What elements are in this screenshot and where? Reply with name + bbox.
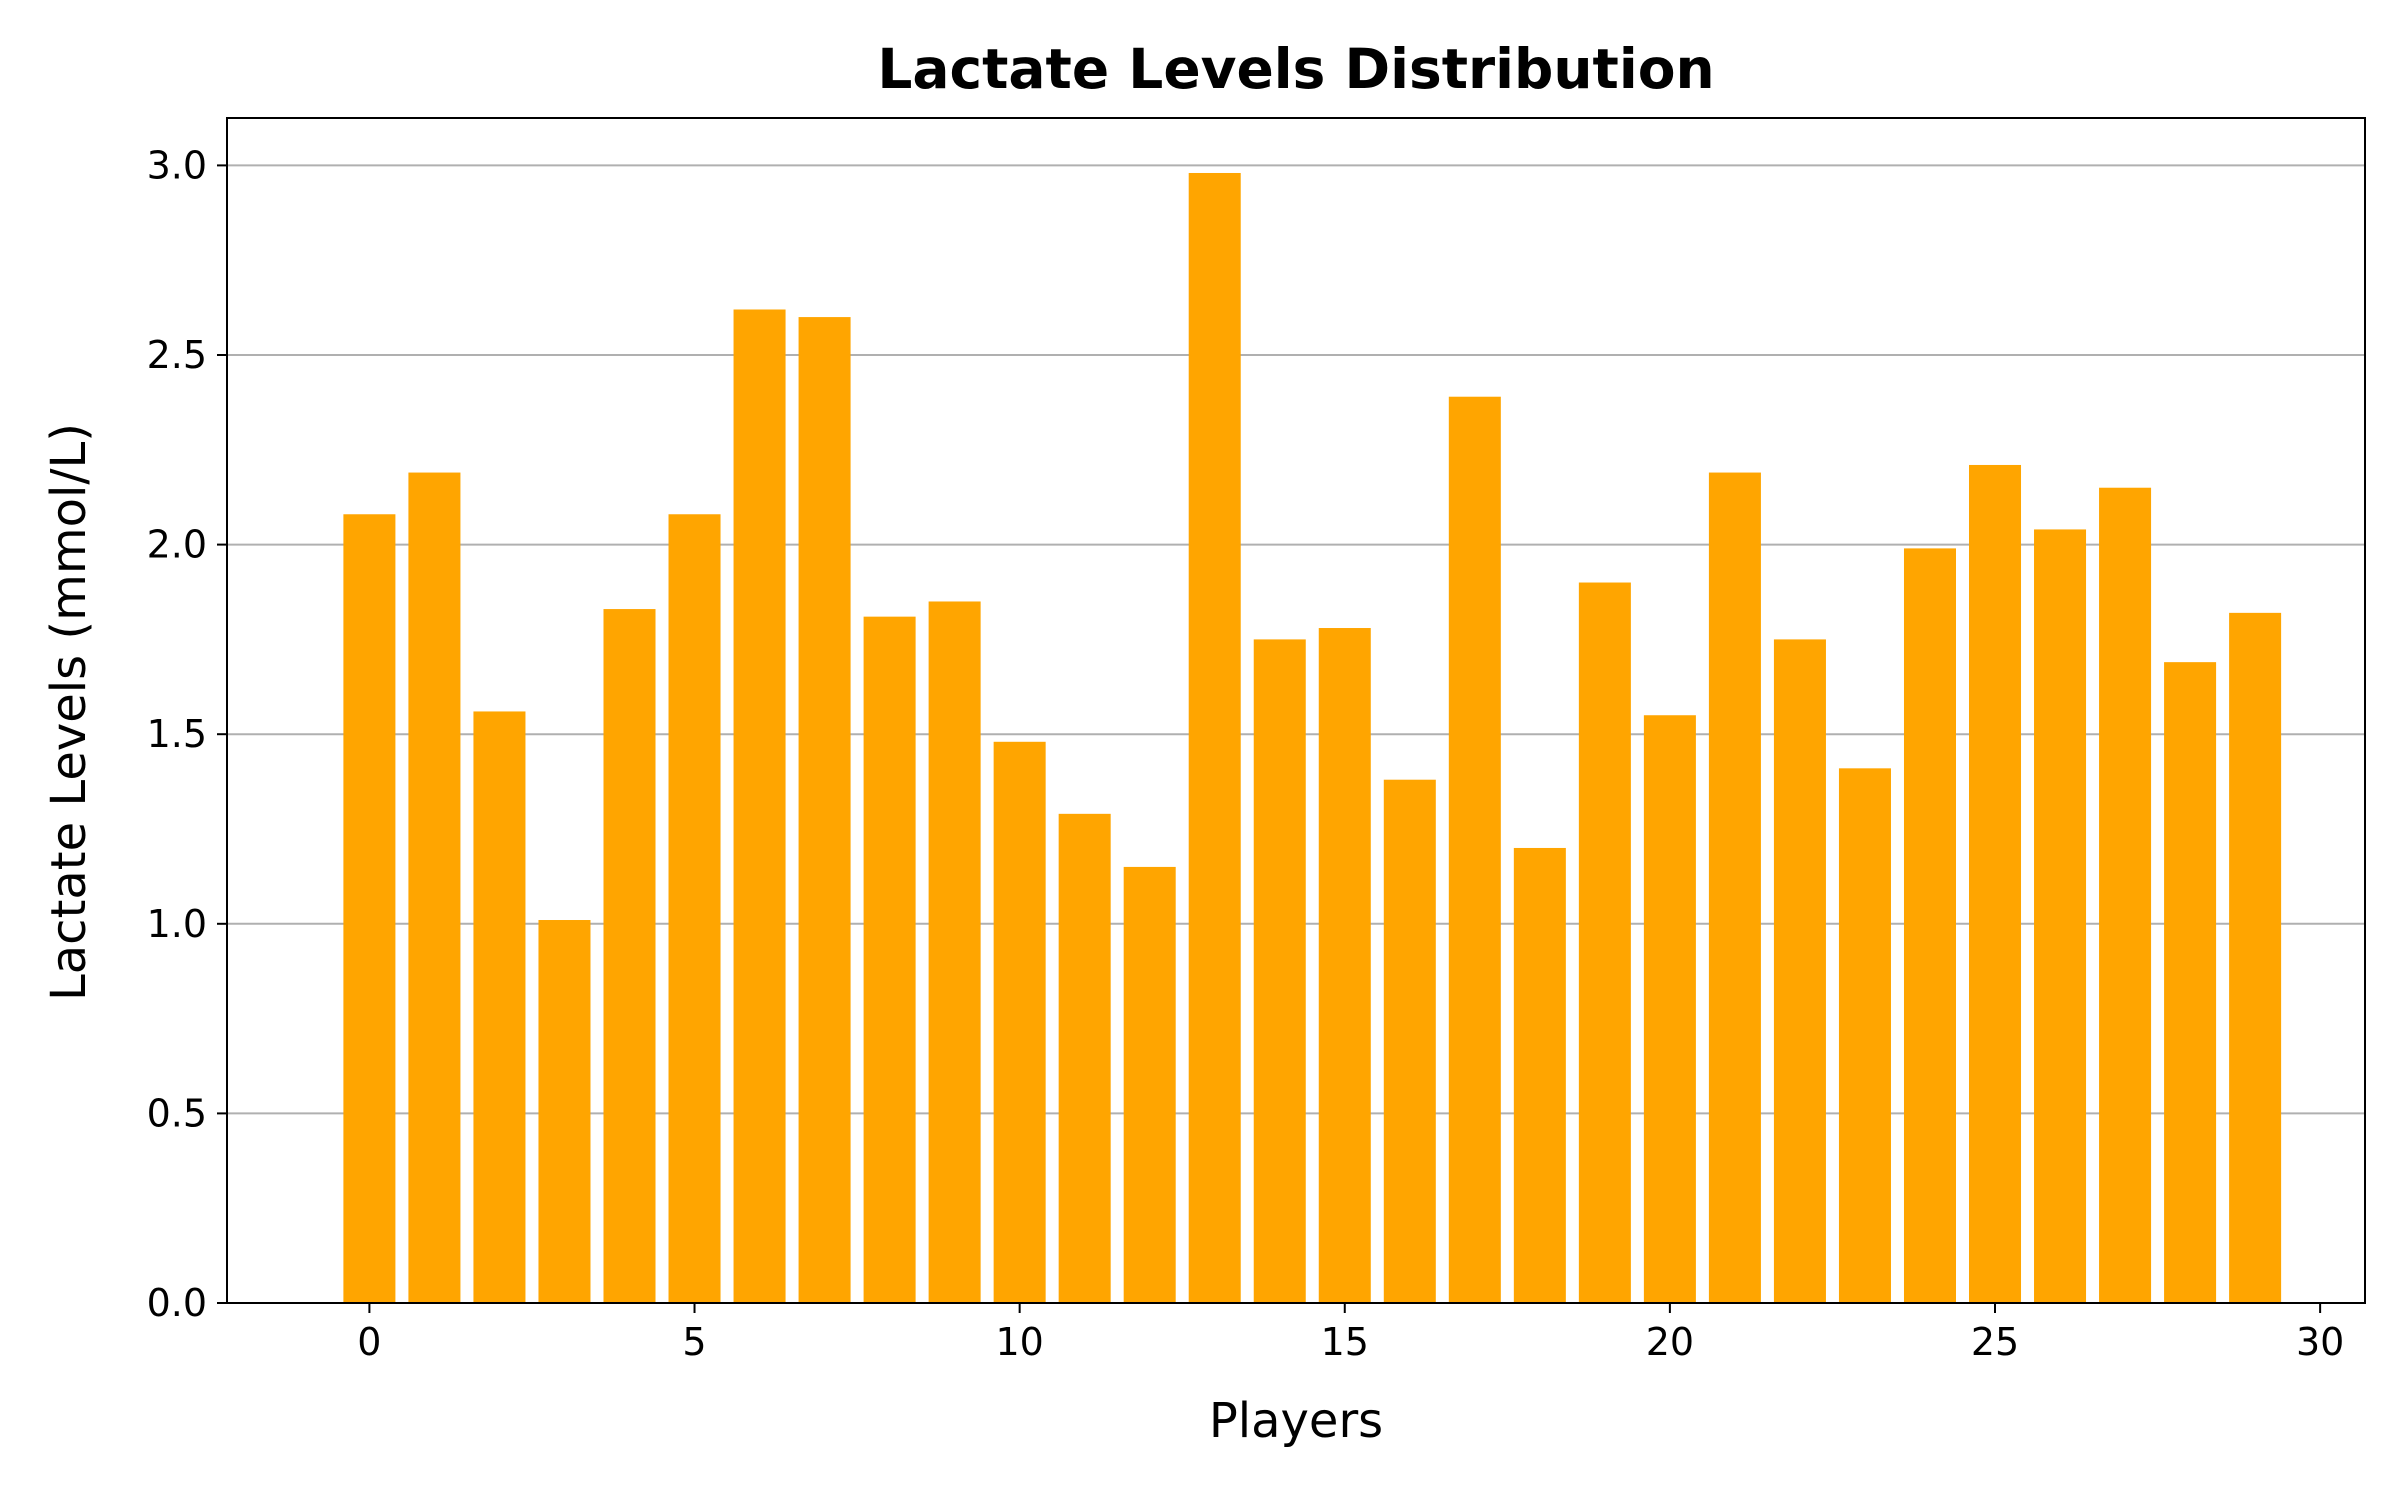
bar-player-10 (993, 741, 1046, 1303)
bar-player-23 (1838, 768, 1891, 1303)
bar-player-9 (928, 601, 981, 1303)
x-tick-label-6: 30 (2296, 1320, 2344, 1364)
bar-player-27 (2099, 487, 2152, 1304)
bar-player-16 (1383, 779, 1436, 1303)
y-axis-label: Lactate Levels (mmol/L) (41, 423, 97, 1001)
bar-player-25 (1969, 464, 2022, 1303)
bar-player-20 (1643, 715, 1696, 1303)
bar-player-3 (538, 920, 591, 1303)
bar-player-19 (1578, 582, 1631, 1303)
bar-player-7 (798, 317, 851, 1304)
bars (343, 172, 2282, 1304)
axis-ticks: 0 5 10 15 20 25 30 0.0 0.5 1.0 1.5 2.0 2.5 3.0 (147, 143, 2345, 1364)
y-tick-label-5: 2.5 (147, 333, 207, 377)
x-tick-label-1: 5 (682, 1320, 706, 1364)
x-tick-label-4: 20 (1646, 1320, 1694, 1364)
y-tick-label-4: 2.0 (147, 523, 207, 567)
bar-player-6 (733, 309, 786, 1304)
y-tick-label-6: 3.0 (147, 143, 207, 187)
bar-player-29 (2229, 612, 2282, 1303)
bar-player-21 (1708, 472, 1761, 1303)
y-tick-label-1: 0.5 (147, 1091, 207, 1135)
x-tick-label-3: 15 (1321, 1320, 1369, 1364)
x-tick-label-5: 25 (1971, 1320, 2019, 1364)
bar-player-28 (2164, 662, 2217, 1303)
bar-player-4 (603, 609, 656, 1303)
bar-player-18 (1513, 847, 1566, 1303)
y-tick-label-3: 1.5 (147, 712, 207, 756)
bar-player-24 (1903, 548, 1956, 1303)
x-tick-label-2: 10 (995, 1320, 1043, 1364)
bar-player-11 (1058, 813, 1111, 1303)
bar-player-22 (1773, 639, 1826, 1303)
bar-player-0 (343, 514, 396, 1303)
plot-area-frame (226, 117, 2366, 1304)
bar-player-12 (1123, 866, 1176, 1303)
bar-player-13 (1188, 172, 1241, 1303)
y-tick-label-2: 1.0 (147, 902, 207, 946)
bar-player-26 (2034, 529, 2087, 1303)
chart-title: Lactate Levels Distribution (877, 37, 1714, 101)
bar-player-8 (863, 616, 916, 1303)
bar-player-1 (408, 472, 461, 1303)
y-tick-label-0: 0.0 (147, 1281, 207, 1325)
bar-player-15 (1318, 628, 1371, 1303)
x-tick-label-0: 0 (357, 1320, 381, 1364)
bar-player-5 (668, 514, 721, 1303)
bar-player-14 (1253, 639, 1306, 1303)
x-axis-label: Players (1209, 1393, 1383, 1449)
bar-player-2 (473, 711, 526, 1303)
bar-player-17 (1448, 396, 1501, 1303)
